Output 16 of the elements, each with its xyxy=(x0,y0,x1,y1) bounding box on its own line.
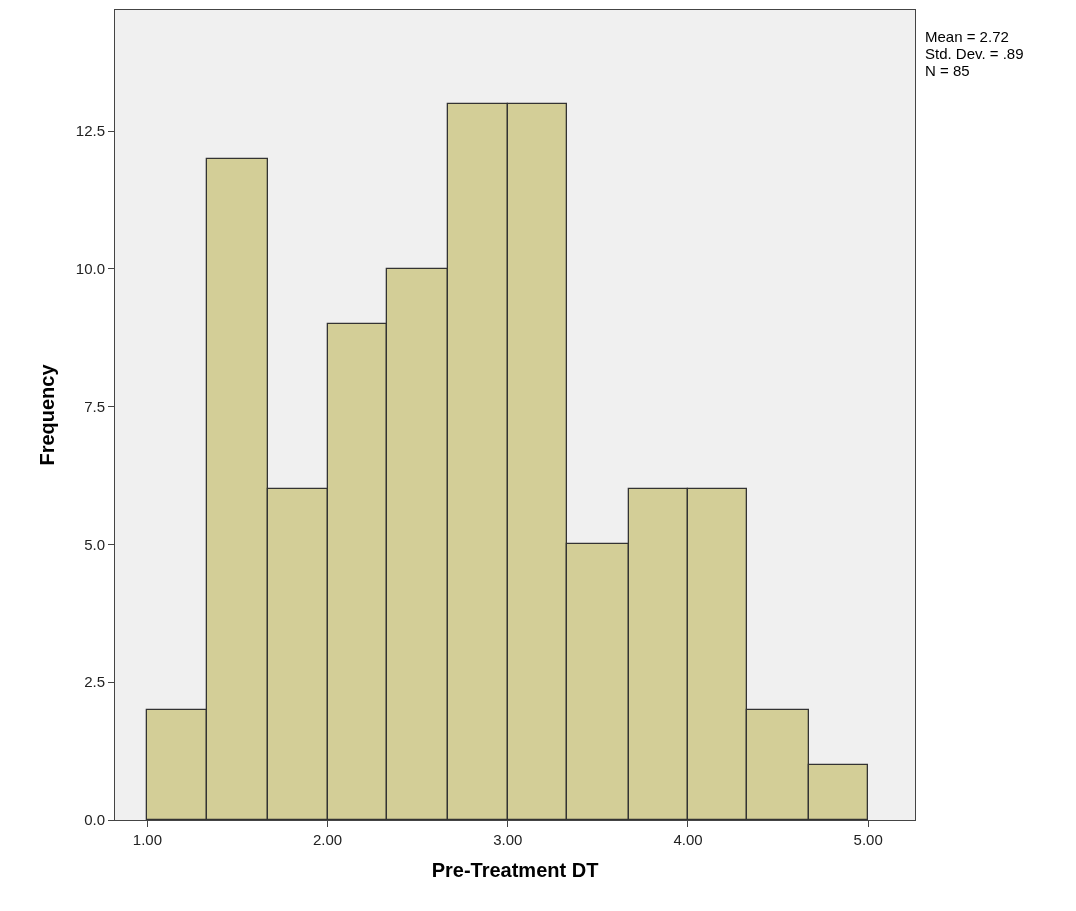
x-tick-label: 3.00 xyxy=(493,831,523,848)
x-tick-label: 4.00 xyxy=(673,831,703,848)
y-tick-label: 5.0 xyxy=(84,535,105,553)
text: N = 85 xyxy=(925,62,970,79)
y-tick-label: 0.0 xyxy=(84,811,105,829)
y-axis-title: Frequency xyxy=(36,363,59,466)
y-tick-label: 12.5 xyxy=(75,122,105,140)
x-tick-label: 2.00 xyxy=(313,831,343,848)
x-tick-label: 1.00 xyxy=(132,831,163,848)
x-tick-label: 5.00 xyxy=(853,831,883,848)
y-tick-label: 10.0 xyxy=(75,260,105,278)
text: Mean = 2.72 xyxy=(925,28,1009,45)
y-tick-label: 7.5 xyxy=(84,397,105,415)
x-axis-title: Pre-Treatment DT xyxy=(431,858,599,881)
text: Std. Dev. = .89 xyxy=(925,45,1024,62)
y-tick-label: 2.5 xyxy=(84,673,105,691)
